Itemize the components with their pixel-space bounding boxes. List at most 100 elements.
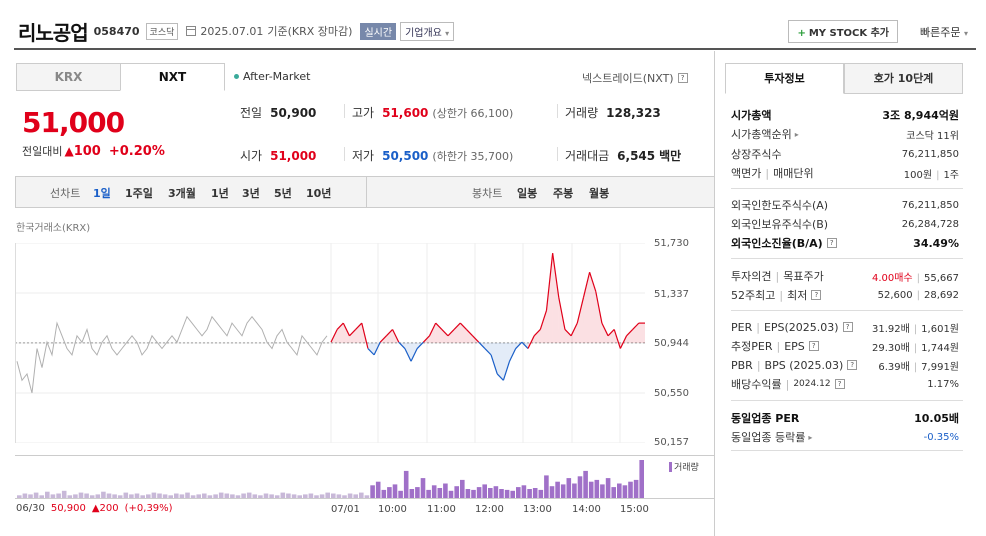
row-52week: 52주최고 | 최저? 52,600 | 28,692 [731, 288, 959, 303]
up-segment [453, 322, 461, 330]
candle-weekly[interactable]: 주봉 [553, 187, 574, 200]
tab-invest-info[interactable]: 투자정보 [725, 63, 844, 94]
volume-bar [196, 494, 201, 498]
realtime-button[interactable]: 실시간 [360, 22, 397, 40]
help-icon[interactable]: ? [826, 238, 837, 248]
session-label: After-Market [243, 70, 311, 83]
quick-order-button[interactable]: 빠른주문 ▾ [920, 24, 968, 40]
volume-bar [471, 489, 476, 498]
price-change: 전일대비 ▲ 100 +0.20% [22, 143, 165, 159]
volume-bar [241, 493, 246, 498]
period-3m[interactable]: 3개월 [168, 187, 196, 200]
help-icon[interactable]: ? [808, 341, 819, 351]
row-sector-change[interactable]: 동일업종 등락률 ▸ -0.35% [731, 428, 959, 446]
dividend-period: 2024.12 [793, 379, 831, 389]
period-1d[interactable]: 1일 [93, 187, 111, 200]
volume-bar [409, 489, 415, 498]
divider [731, 310, 963, 311]
volume-bar [263, 493, 269, 498]
up-area [595, 291, 602, 343]
row-shares: 상장주식수 76,211,850 [731, 145, 959, 163]
volume-bar [185, 492, 190, 498]
volume-bar [56, 493, 61, 498]
up-segment [595, 291, 603, 324]
row-cap-rank[interactable]: 시가총액순위 ▸ 코스닥 11위 [731, 125, 959, 143]
up-segment [552, 253, 560, 298]
y-tick-label: 51,730 [654, 238, 689, 249]
prev-day-date: 06/30 [16, 503, 45, 514]
est-eps-value: 1,744원 [921, 342, 959, 354]
y-tick-label: 51,337 [654, 289, 689, 300]
stat-open-label: 시가 [240, 149, 263, 163]
volume-bar [162, 494, 168, 498]
y-tick-label: 50,550 [654, 388, 689, 399]
up-area [540, 310, 547, 343]
current-price: 51,000 [22, 106, 125, 139]
volume-bar [353, 494, 358, 498]
up-area [558, 297, 565, 343]
help-icon[interactable]: ? [677, 73, 688, 83]
week52-low-label: 최저 [787, 289, 808, 302]
company-overview-button[interactable]: 기업개요 ▾ [400, 21, 455, 41]
down-segment [515, 341, 523, 349]
prev-day-change-value: 200 [99, 503, 119, 514]
tab-nxt[interactable]: NXT [120, 63, 225, 91]
row-foreign-limit: 외국인한도주식수(A) 76,211,850 [731, 196, 959, 214]
est-per-value: 29.30배 [871, 342, 910, 354]
tab-orderbook-10[interactable]: 호가 10단계 [844, 63, 963, 94]
down-segment [398, 341, 406, 349]
tab-krx[interactable]: KRX [16, 63, 121, 91]
period-5y[interactable]: 5년 [274, 187, 292, 200]
volume-bar [342, 495, 347, 498]
session-status: After-Market [234, 70, 311, 83]
candle-daily[interactable]: 일봉 [517, 187, 538, 200]
volume-bar [375, 481, 381, 498]
down-segment [478, 341, 486, 349]
foreign-limit-label: 외국인한도주식수(A) [731, 199, 829, 212]
period-3y[interactable]: 3년 [242, 187, 260, 200]
row-market-cap: 시가총액 3조 8,944억원 [731, 106, 959, 124]
candle-monthly[interactable]: 월봉 [589, 187, 610, 200]
up-segment [355, 322, 363, 330]
volume-bar [78, 492, 84, 498]
up-segment [619, 335, 628, 349]
period-10y[interactable]: 10년 [306, 187, 332, 200]
volume-bar [359, 492, 364, 498]
up-area [343, 323, 350, 343]
volume-bar [89, 495, 95, 498]
volume-bar [179, 494, 185, 498]
x-tick-label: 12:00 [475, 504, 504, 515]
help-icon[interactable]: ? [842, 322, 853, 332]
volume-bar [190, 495, 196, 498]
intraday-price-chart[interactable] [15, 243, 645, 443]
help-icon[interactable]: ? [834, 379, 845, 389]
volume-bar [134, 493, 140, 498]
volume-bar [291, 494, 297, 498]
up-segment [392, 329, 400, 343]
volume-bar [577, 476, 583, 498]
volume-bar [269, 494, 274, 498]
period-1y[interactable]: 1년 [211, 187, 229, 200]
up-segment [601, 322, 609, 337]
stock-header: 리노공업 058470 코스닥 2025.07.01 기준(KRX 장마감) 실… [18, 14, 974, 48]
up-segment [576, 297, 585, 324]
add-mystock-button[interactable]: + MY STOCK 추가 [788, 20, 898, 43]
volume-bar [633, 479, 639, 498]
volume-chart [17, 460, 644, 498]
volume-bar [252, 494, 258, 498]
up-segment [428, 322, 437, 337]
up-area [601, 323, 609, 343]
help-icon[interactable]: ? [847, 360, 858, 370]
help-icon[interactable]: ? [811, 290, 822, 300]
volume-bar [544, 475, 549, 498]
stat-high: 고가 51,600 (상한가 66,100) [352, 104, 513, 121]
down-segment [509, 348, 517, 362]
volume-bar [617, 483, 622, 498]
volume-bar [454, 486, 459, 498]
stat-prev-label: 전일 [240, 106, 263, 120]
volume-bar [28, 494, 33, 498]
volume-bar [274, 495, 280, 498]
period-1w[interactable]: 1주일 [125, 187, 153, 200]
volume-bar [532, 488, 538, 498]
chevron-down-icon: ▾ [963, 29, 968, 38]
